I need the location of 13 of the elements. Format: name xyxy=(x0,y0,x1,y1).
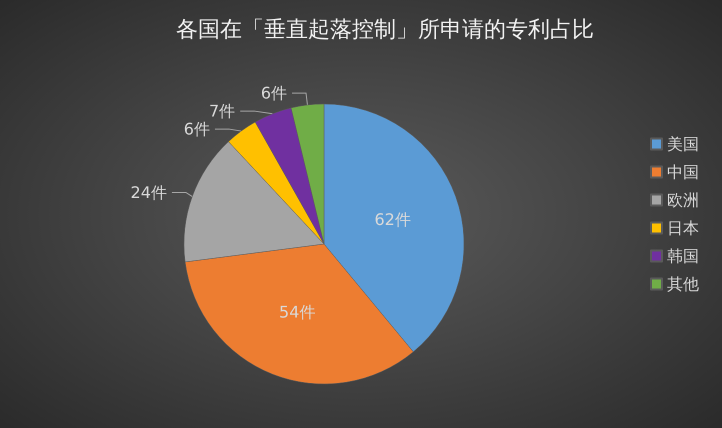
chart-title: 各国在「垂直起落控制」所申请的专利占比 xyxy=(176,18,594,42)
data-label: 62件 xyxy=(374,210,411,229)
data-label: 6件 xyxy=(260,84,288,103)
legend-label: 韩国 xyxy=(667,246,699,266)
legend-label: 中国 xyxy=(667,162,699,182)
data-label: 6件 xyxy=(184,120,210,139)
data-label: 24件 xyxy=(130,182,167,202)
data-label: 7件 xyxy=(209,102,236,121)
legend-label: 日本 xyxy=(667,218,699,238)
legend-label: 美国 xyxy=(667,134,699,154)
legend-label: 其他 xyxy=(667,274,699,294)
data-label: 54件 xyxy=(279,302,316,322)
legend-label: 欧洲 xyxy=(667,190,699,210)
